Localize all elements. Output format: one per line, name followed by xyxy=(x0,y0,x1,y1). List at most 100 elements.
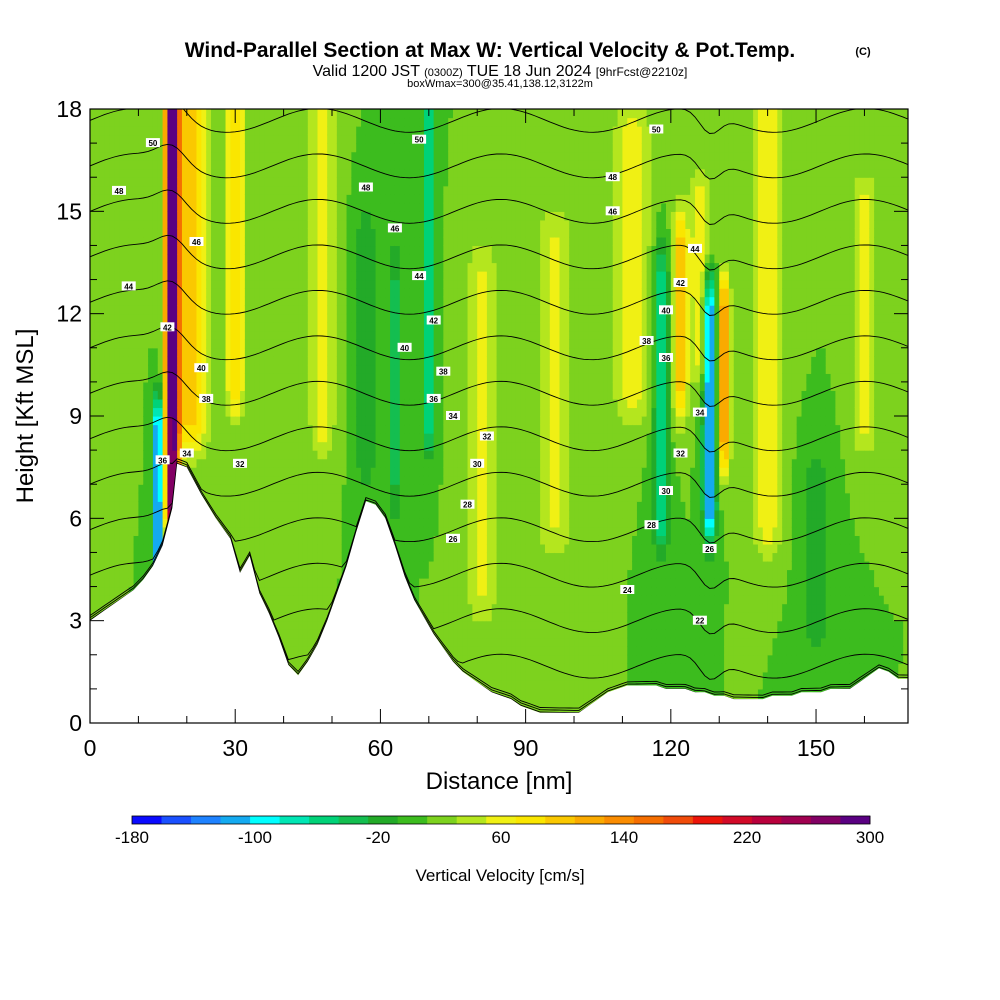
w-cell xyxy=(327,109,333,119)
w-cell xyxy=(254,518,261,528)
w-cell xyxy=(181,356,188,366)
w-cell xyxy=(99,475,106,485)
w-cell xyxy=(152,245,159,255)
w-cell xyxy=(298,450,304,460)
w-cell xyxy=(273,245,280,255)
w-cell xyxy=(302,373,309,383)
w-cell xyxy=(196,245,202,255)
w-cell xyxy=(380,492,386,502)
w-cell xyxy=(390,518,396,528)
w-cell xyxy=(404,262,411,272)
w-cell xyxy=(240,467,246,477)
w-cell xyxy=(288,279,294,289)
w-cell xyxy=(206,228,212,238)
w-cell xyxy=(312,398,319,409)
w-cell xyxy=(312,637,319,647)
w-cell xyxy=(302,160,309,170)
w-cell xyxy=(414,586,420,596)
w-cell xyxy=(201,279,207,289)
w-cell xyxy=(254,211,261,221)
w-cell xyxy=(104,364,110,374)
w-cell xyxy=(298,552,304,562)
w-cell xyxy=(109,134,115,144)
w-cell xyxy=(332,390,338,400)
w-cell xyxy=(254,424,261,434)
w-cell xyxy=(322,586,328,596)
w-cell xyxy=(419,288,425,298)
w-cell xyxy=(104,390,110,400)
w-cell xyxy=(157,433,164,443)
w-cell xyxy=(298,177,304,187)
w-cell xyxy=(177,253,183,264)
w-cell xyxy=(322,424,328,434)
w-cell xyxy=(206,339,212,349)
w-cell xyxy=(230,305,236,315)
w-cell xyxy=(138,543,144,554)
w-cell xyxy=(409,509,415,519)
w-cell xyxy=(220,390,227,400)
w-cell xyxy=(220,322,227,332)
w-cell xyxy=(244,313,251,323)
w-cell xyxy=(148,313,154,323)
w-cell xyxy=(104,228,110,238)
w-cell xyxy=(206,458,212,468)
w-cell xyxy=(351,526,357,536)
w-cell xyxy=(254,416,261,426)
w-cell xyxy=(201,185,207,195)
w-cell xyxy=(215,339,222,349)
w-cell xyxy=(90,484,96,494)
w-cell xyxy=(302,194,309,204)
w-cell xyxy=(109,433,115,443)
w-cell xyxy=(288,296,294,306)
w-cell xyxy=(235,313,241,323)
w-cell xyxy=(293,109,299,119)
w-cell xyxy=(302,441,309,451)
w-cell xyxy=(206,373,212,383)
w-cell xyxy=(293,381,299,392)
w-cell xyxy=(419,185,425,195)
w-cell xyxy=(409,390,415,400)
w-cell xyxy=(128,569,135,579)
w-cell xyxy=(307,356,314,366)
w-cell xyxy=(288,288,294,298)
w-cell xyxy=(370,160,377,170)
w-cell xyxy=(298,202,304,212)
w-cell xyxy=(143,253,149,264)
w-cell xyxy=(312,305,319,315)
w-cell xyxy=(341,219,348,229)
w-cell xyxy=(385,279,391,289)
w-cell xyxy=(419,364,425,374)
w-cell xyxy=(99,126,106,136)
w-cell xyxy=(302,603,309,613)
w-cell xyxy=(143,509,149,519)
w-cell xyxy=(414,109,420,119)
w-cell xyxy=(390,492,396,502)
w-cell xyxy=(307,543,314,554)
w-cell xyxy=(414,578,420,588)
w-cell xyxy=(99,603,106,613)
w-cell xyxy=(298,219,304,229)
w-cell xyxy=(293,151,299,161)
w-cell xyxy=(278,134,285,144)
w-cell xyxy=(244,364,251,374)
w-cell xyxy=(177,271,183,281)
w-cell xyxy=(404,151,411,161)
w-cell xyxy=(123,126,130,136)
w-cell xyxy=(109,501,115,511)
w-cell xyxy=(293,356,299,366)
w-cell xyxy=(361,177,367,187)
w-cell xyxy=(240,433,246,443)
w-cell xyxy=(181,458,188,468)
w-cell xyxy=(273,219,280,229)
w-cell xyxy=(191,441,198,451)
w-cell xyxy=(269,364,275,374)
w-cell xyxy=(370,347,377,357)
w-cell xyxy=(220,219,227,229)
w-cell xyxy=(404,168,411,178)
w-cell xyxy=(143,441,149,451)
w-cell xyxy=(90,509,96,519)
w-cell xyxy=(152,194,159,204)
w-cell xyxy=(298,253,304,264)
w-cell xyxy=(104,416,110,426)
w-cell xyxy=(196,228,202,238)
